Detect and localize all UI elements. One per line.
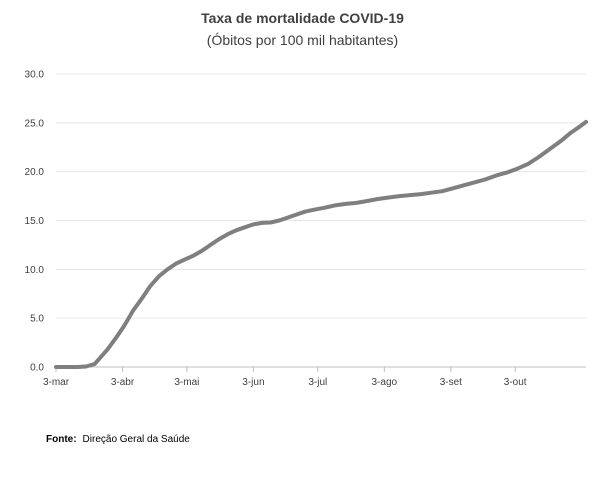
series-lines (54, 119, 588, 369)
y-tick-label: 20.0 (25, 167, 45, 178)
x-axis-ticks: 3-mar 3-abr 3-mai 3-jun 3-jul 3-ago 3-set 3-out (43, 367, 527, 388)
source-label: Fonte: (46, 434, 77, 445)
x-tick-label: 3-mai (174, 377, 199, 388)
x-tick-label: 3-mar (43, 377, 70, 388)
x-tick-label: 3-out (504, 377, 527, 388)
x-tick-label: 3-abr (111, 377, 135, 388)
chart-subtitle: (Óbitos por 100 mil habitantes) (206, 32, 399, 48)
chart-title: Taxa de mortalidade COVID-19 (201, 10, 404, 26)
y-tick-label: 5.0 (30, 314, 44, 325)
x-tick-label: 3-set (440, 377, 462, 388)
source-note: Fonte: Direção Geral da Saúde (46, 434, 190, 445)
source-text: Direção Geral da Saúde (82, 434, 190, 445)
y-tick-label: 30.0 (25, 70, 45, 81)
series-line (54, 119, 588, 369)
y-tick-label: 25.0 (25, 118, 45, 129)
x-tick-label: 3-jul (308, 377, 327, 388)
y-tick-label: 10.0 (25, 265, 45, 276)
line-chart: 0.05.010.015.020.025.030.0 3-mar 3-abr 3-m… (25, 70, 588, 388)
x-tick-label: 3-jun (242, 377, 264, 388)
gridlines (56, 73, 586, 319)
x-tick-label: 3-ago (372, 377, 398, 388)
y-axis-ticks: 0.0 5.0 10.0 15.0 20.0 25.0 30.0 (25, 70, 45, 374)
y-tick-label: 15.0 (25, 216, 45, 227)
y-tick-label: 0.0 (30, 363, 44, 374)
